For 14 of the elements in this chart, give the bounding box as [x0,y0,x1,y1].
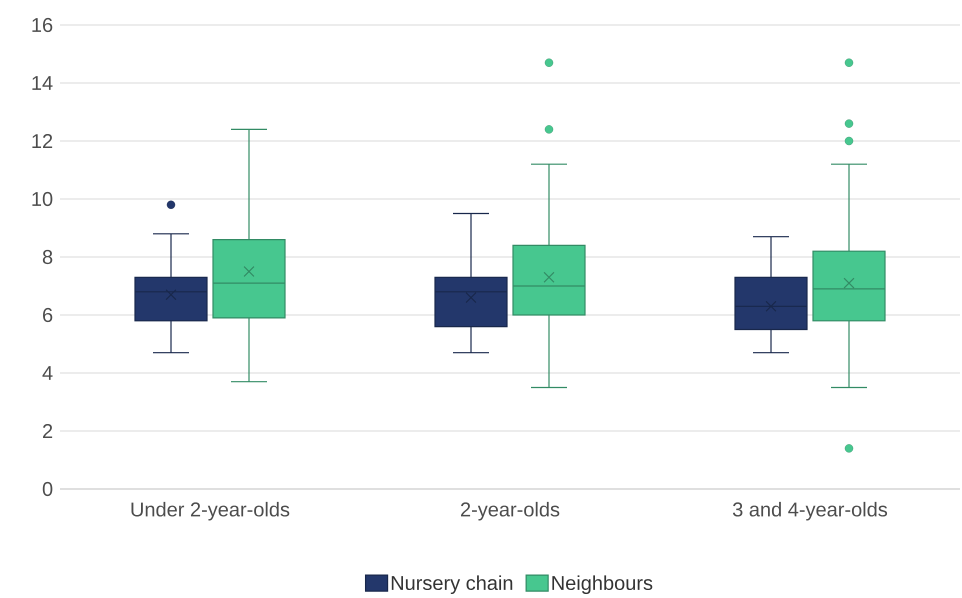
y-tick-label: 10 [32,192,52,206]
x-tick-label: 2-year-olds [460,502,560,521]
x-tick-label: 3 and 4-year-olds [732,502,888,521]
y-tick-label: 4 [42,366,53,380]
y-tick-label: 2 [43,424,52,438]
y-tick-label: 0 [42,482,52,496]
legend-label: Neighbours [552,575,652,594]
x-tick-label: Under 2-year-olds [132,502,290,521]
y-tick-label: 16 [32,18,52,32]
y-tick-label: 8 [42,250,52,264]
legend-label: Nursery chain [392,575,512,594]
y-tick-label: 12 [32,134,52,148]
y-tick-label: 6 [43,308,52,322]
y-tick-label: 14 [32,76,53,90]
